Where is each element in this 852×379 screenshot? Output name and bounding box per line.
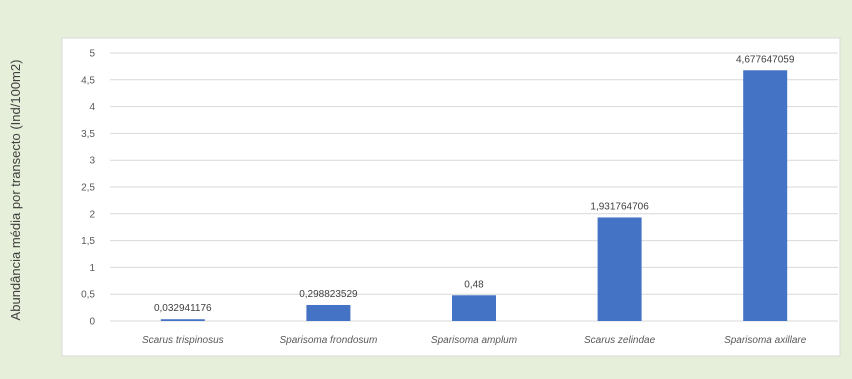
x-category-label: Scarus trispinosus xyxy=(142,335,224,346)
x-category-label: Sparisoma frondosum xyxy=(279,335,377,346)
data-labels: 0,032941176 0,298823529 0,48 1,931764706 4,6… xyxy=(154,54,795,314)
bar xyxy=(452,295,496,321)
bar xyxy=(597,217,642,321)
bar xyxy=(306,304,351,321)
x-category-label: Sparisoma axillare xyxy=(724,335,807,346)
bars xyxy=(160,70,788,322)
x-category-label: Sparisoma amplum xyxy=(431,335,517,346)
y-tick-label: 5 xyxy=(89,49,95,60)
y-tick-label: 3,5 xyxy=(81,129,95,140)
y-tick-label: 1 xyxy=(89,263,95,274)
data-label: 4,677647059 xyxy=(736,54,795,65)
y-tick-label: 4,5 xyxy=(81,75,95,86)
data-label: 0,032941176 xyxy=(154,303,212,314)
data-label: 1,931764706 xyxy=(590,201,649,212)
y-tick-label: 0,5 xyxy=(81,290,95,301)
x-axis-categories: Scarus trispinosus Sparisoma frondosum Spa… xyxy=(142,335,807,346)
bar xyxy=(743,70,788,322)
data-label: 0,48 xyxy=(464,279,484,290)
gridlines xyxy=(110,52,838,322)
y-tick-label: 2 xyxy=(89,209,95,220)
y-tick-label: 4 xyxy=(89,102,95,113)
y-tick-label: 2,5 xyxy=(81,183,95,194)
y-axis-ticks: 0 0,5 1 1,5 2 2,5 3 3,5 4 4,5 5 xyxy=(81,49,95,328)
bar xyxy=(160,319,205,321)
chart-area xyxy=(61,37,841,357)
x-category-label: Scarus zelindae xyxy=(584,335,656,346)
y-tick-label: 0 xyxy=(89,317,95,328)
data-label: 0,298823529 xyxy=(299,289,358,300)
y-tick-label: 1,5 xyxy=(81,236,95,247)
y-axis-label: Abundância média por transecto (Ind/100m… xyxy=(8,60,23,321)
y-tick-label: 3 xyxy=(89,156,95,167)
